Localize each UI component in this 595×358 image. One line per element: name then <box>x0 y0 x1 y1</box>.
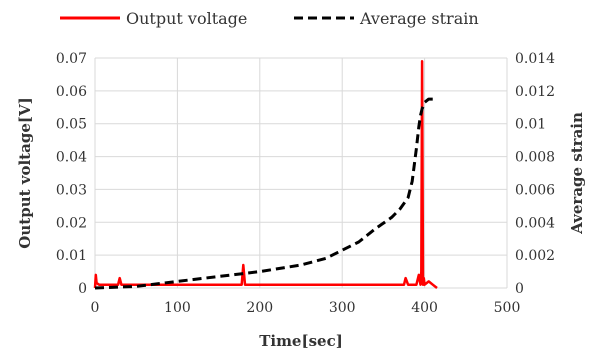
y-tick-label: 0.07 <box>56 51 87 67</box>
y-tick-label: 0.01 <box>56 248 87 264</box>
y2-tick-label: 0 <box>515 281 524 297</box>
y-tick-label: 0.03 <box>56 182 87 198</box>
y2-tick-label: 0.006 <box>515 182 555 198</box>
x-tick-label: 0 <box>91 300 100 316</box>
y2-tick-label: 0.002 <box>515 248 555 264</box>
y2-tick-label: 0.012 <box>515 84 555 100</box>
legend-label: Average strain <box>359 9 479 28</box>
axis-titles: Time[sec] Output voltage[V] Average stra… <box>16 97 586 350</box>
series-group <box>93 60 438 290</box>
y-tick-label: 0.02 <box>56 215 87 231</box>
x-axis-title: Time[sec] <box>259 332 343 350</box>
x-tick-label: 500 <box>494 300 521 316</box>
y-tick-label: 0.04 <box>56 150 87 166</box>
y-axis-title: Output voltage[V] <box>16 97 34 248</box>
x-tick-label: 200 <box>246 300 273 316</box>
y2-tick-label: 0.004 <box>515 215 555 231</box>
y2-axis-title: Average strain <box>568 112 586 235</box>
grid <box>94 57 508 289</box>
y2-tick-label: 0.01 <box>515 117 546 133</box>
legend: Output voltage Average strain <box>60 9 479 28</box>
tick-labels: 0 0.01 0.02 0.03 0.04 0.05 0.06 0.07 0 0.002 0.004… <box>56 51 555 316</box>
y2-tick-label: 0.014 <box>515 51 555 67</box>
series-line-output-voltage <box>93 60 438 289</box>
x-tick-label: 100 <box>164 300 191 316</box>
y2-tick-label: 0.008 <box>515 150 555 166</box>
y-tick-label: 0 <box>78 281 87 297</box>
y-tick-label: 0.05 <box>56 117 87 133</box>
y-tick-label: 0.06 <box>56 84 87 100</box>
series-line-average-strain <box>94 97 433 290</box>
legend-label: Output voltage <box>126 9 247 28</box>
x-tick-label: 300 <box>329 300 356 316</box>
x-tick-label: 400 <box>411 300 438 316</box>
